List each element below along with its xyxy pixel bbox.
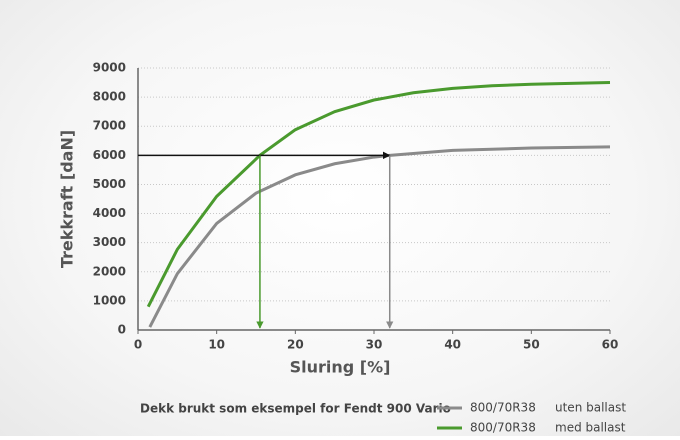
legend-name: 800/70R38: [470, 421, 536, 435]
x-tick-label: 50: [523, 338, 540, 352]
y-tick-label: 5000: [93, 177, 126, 191]
x-axis-label: Sluring [%]: [290, 358, 391, 377]
y-tick-label: 0: [118, 323, 126, 337]
y-tick-label: 1000: [93, 293, 126, 307]
x-tick-label: 20: [287, 338, 304, 352]
legend-name: 800/70R38: [470, 401, 536, 415]
y-tick-label: 8000: [93, 90, 126, 104]
line-series: [148, 145, 611, 328]
x-tick-label: 0: [134, 338, 142, 352]
legend-label: uten ballast: [555, 401, 626, 415]
y-tick-label: 3000: [93, 235, 126, 249]
y-tick-label: 4000: [93, 206, 126, 220]
y-tick-label: 9000: [93, 61, 126, 75]
legend-label: med ballast: [555, 421, 626, 435]
caption: Dekk brukt som eksempel for Fendt 900 Va…: [140, 402, 451, 416]
x-tick-label: 40: [444, 338, 461, 352]
x-tick-label: 60: [602, 338, 619, 352]
y-tick-label: 6000: [93, 148, 126, 162]
x-tick-label: 30: [366, 338, 383, 352]
y-tick-label: 7000: [93, 119, 126, 133]
x-tick-label: 10: [208, 338, 225, 352]
line-series: [146, 81, 611, 308]
y-tick-label: 2000: [93, 264, 126, 278]
y-axis-label: Trekkraft [daN]: [58, 130, 77, 268]
